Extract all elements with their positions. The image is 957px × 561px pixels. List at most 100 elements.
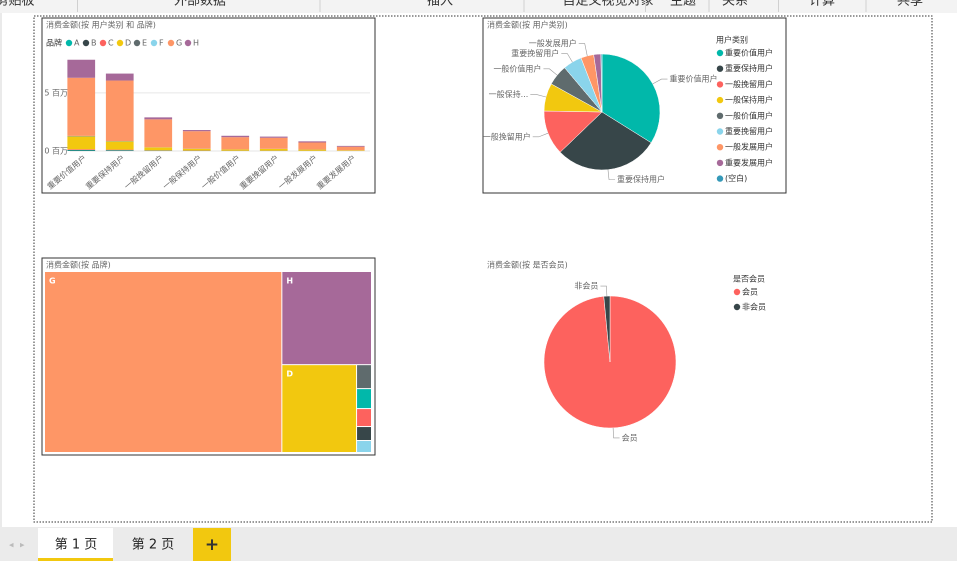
leader-line (612, 427, 620, 439)
legend-marker (733, 303, 741, 311)
bar-segment (336, 146, 365, 151)
legend-marker (116, 39, 124, 47)
legend-label: G (176, 39, 182, 48)
ribbon-group[interactable]: 自定义视觉对象 (562, 0, 653, 9)
tile-label: D (286, 370, 293, 379)
treemap-tile (357, 409, 371, 427)
bar-segment (259, 136, 288, 138)
legend-label: 重要保持用户 (725, 63, 773, 73)
bar-segment (144, 117, 173, 120)
legend-label: A (74, 39, 80, 48)
pie-slice (559, 111, 652, 171)
slice-label: 重要保持用户 (617, 174, 665, 184)
treemap-tile (282, 365, 357, 452)
leader-line (600, 285, 608, 297)
legend-marker (716, 128, 724, 135)
bar-segment (221, 135, 250, 138)
legend-marker (99, 39, 107, 47)
bar-segment (298, 142, 327, 150)
slice-label: 一般价值用户 (493, 63, 541, 73)
ribbon-group[interactable]: 主题 (670, 0, 696, 9)
pie-slice (600, 53, 603, 113)
legend-marker (716, 159, 724, 167)
legend-label: 非会员 (742, 302, 766, 312)
slice-label: 一般发展用户 (529, 38, 577, 48)
bar-segment (221, 137, 250, 150)
slice-label: 重要挽留用户 (511, 48, 559, 58)
page-tab[interactable]: 第 1 页 (55, 538, 98, 553)
ribbon-group[interactable]: 共享 (897, 0, 923, 9)
bar-segment (105, 80, 134, 142)
legend-title: 用户类别 (716, 35, 748, 45)
legend-label: 一般保持用户 (725, 95, 773, 105)
leader-line (561, 53, 573, 63)
add-page[interactable] (193, 528, 231, 561)
leader-line (532, 132, 549, 138)
bar-segment (67, 136, 96, 150)
slice-label: 一般挽留用户 (483, 131, 531, 141)
y-tick-label: 5 百万 (44, 88, 68, 97)
add-page-label[interactable]: + (205, 535, 219, 555)
y-tick-label: 0 百万 (44, 147, 68, 156)
legend-label: 一般挽留用户 (725, 79, 773, 89)
legend-marker (167, 39, 175, 47)
legend-label: D (125, 39, 131, 48)
leader-line (607, 169, 616, 180)
treemap-tile (357, 441, 371, 452)
legend-marker (716, 81, 724, 88)
visual-title: 消费金额(按 是否会员) (487, 260, 568, 270)
ribbon-group[interactable]: 插入 (427, 0, 453, 9)
tab-bar (0, 527, 957, 561)
slice-label: 重要价值用户 (669, 74, 717, 84)
visual-frame (41, 17, 376, 194)
legend-label: E (142, 39, 147, 48)
visual-title: 消费金额(按 用户类别) (487, 20, 568, 30)
page-tab[interactable]: 第 2 页 (132, 538, 175, 553)
bar-segment (144, 119, 173, 148)
bar-segment (144, 147, 173, 151)
legend-label: H (193, 39, 199, 48)
leader-line (652, 78, 668, 85)
legend-marker (65, 39, 73, 47)
leader-line (530, 94, 547, 98)
bar-segment (67, 59, 96, 78)
legend-marker (733, 288, 741, 296)
bar-segment (105, 73, 134, 81)
legend-marker (150, 39, 158, 47)
legend-marker (716, 49, 724, 57)
scroll-right[interactable]: ▸ (20, 541, 25, 551)
treemap-tile (45, 272, 282, 452)
bar-segment (336, 145, 365, 147)
legend-marker (133, 39, 141, 47)
tab-underline (38, 558, 113, 561)
legend-marker (184, 39, 192, 47)
ribbon-group[interactable]: 关系 (722, 0, 748, 9)
legend-marker (716, 112, 724, 120)
legend-label: 重要挽留用户 (725, 126, 773, 136)
pie-slice (603, 295, 611, 363)
slice-label: 一般保持... (489, 89, 529, 99)
bar-segment (336, 150, 365, 151)
leader-line (578, 43, 588, 56)
legend-marker (82, 39, 90, 47)
ribbon-group[interactable]: 剪贴板 (0, 0, 35, 9)
legend-label: 重要发展用户 (725, 157, 773, 167)
ribbon-group[interactable]: 外部数据 (174, 0, 226, 9)
tile-label: H (286, 277, 293, 286)
legend-marker (716, 144, 724, 151)
bar-segment (221, 149, 250, 151)
slice-label: 非会员 (574, 281, 598, 291)
legend-label: 一般发展用户 (725, 142, 773, 152)
tab-active[interactable] (38, 528, 113, 561)
legend-label: (空白) (725, 173, 747, 183)
ribbon-group[interactable]: 计算 (809, 0, 835, 9)
scroll-left[interactable]: ◂ (9, 541, 14, 551)
bar-segment (67, 150, 96, 151)
treemap-tile (282, 272, 371, 365)
legend-marker (716, 96, 724, 104)
legend-label: 会员 (742, 287, 758, 297)
legend-title: 品牌 (46, 38, 62, 48)
treemap-tile (357, 389, 371, 409)
tile-label: G (49, 277, 56, 286)
